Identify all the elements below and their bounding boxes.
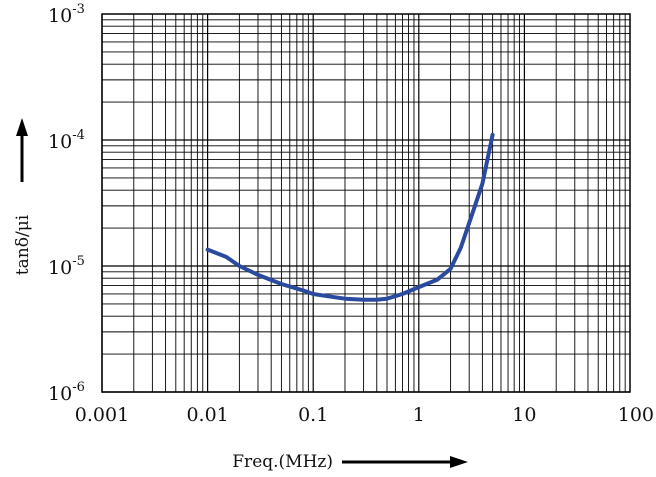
y-axis-title: tanδ/μi: [13, 214, 33, 275]
x-tick-label: 100: [618, 404, 654, 426]
y-tick-label: 10-4: [48, 128, 85, 153]
x-axis-title: Freq.(MHz): [232, 452, 333, 472]
x-tick-label: 0.001: [75, 404, 129, 426]
x-tick-label: 0.1: [298, 404, 328, 426]
series-layer: [205, 132, 495, 302]
y-tick-label: 10-5: [48, 254, 85, 279]
x-axis-arrow-head: [450, 456, 468, 468]
x-tick-labels: 0.001 0.01 0.1 1 10 100: [75, 404, 654, 426]
x-tick-label: 1: [413, 404, 425, 426]
y-tick-label: 10-6: [48, 380, 85, 405]
series-line: [205, 132, 495, 302]
y-axis-title-group: tanδ/μi: [13, 118, 33, 275]
y-tick-labels: 10-6 10-5 10-4 10-3: [48, 2, 85, 405]
x-tick-label: 0.01: [186, 404, 228, 426]
y-tick-label: 10-3: [48, 2, 85, 27]
grid: [101, 13, 631, 393]
x-axis-title-group: Freq.(MHz): [232, 452, 468, 472]
plot-frame: [101, 13, 631, 393]
y-axis-arrow-head: [16, 118, 28, 136]
x-tick-label: 10: [512, 404, 536, 426]
